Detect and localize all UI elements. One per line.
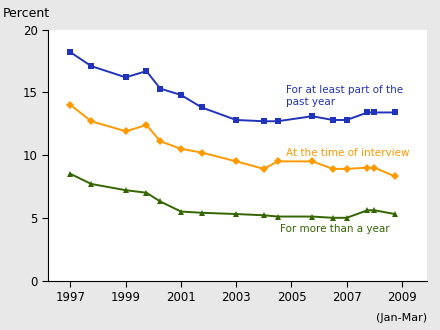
Text: For more than a year: For more than a year: [280, 224, 390, 234]
Text: Percent: Percent: [3, 7, 50, 20]
Text: (Jan-Mar): (Jan-Mar): [376, 313, 428, 323]
Text: For at least part of the
past year: For at least part of the past year: [286, 85, 403, 107]
Text: At the time of interview: At the time of interview: [286, 148, 410, 158]
